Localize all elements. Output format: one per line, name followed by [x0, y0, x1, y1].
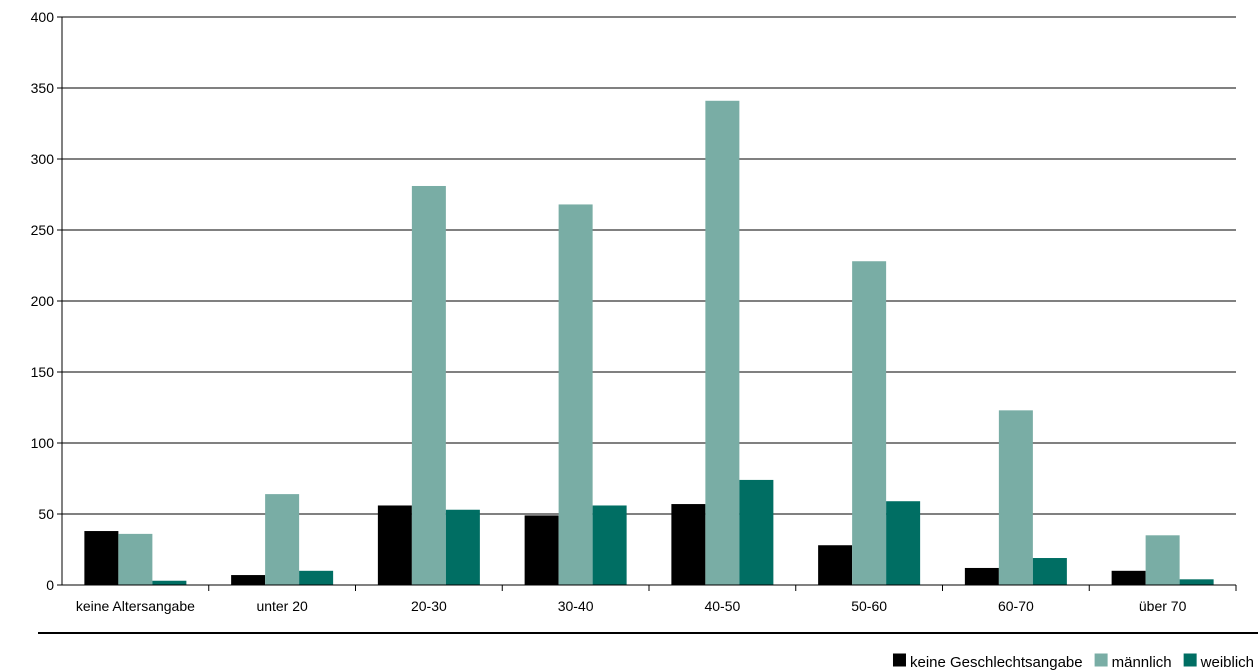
- legend-item: weiblich: [1183, 653, 1254, 671]
- bar: [705, 100, 740, 585]
- legend-swatch: [892, 653, 906, 667]
- bar: [1145, 535, 1180, 585]
- bars: [84, 100, 1214, 586]
- x-tick-label: unter 20: [256, 598, 308, 614]
- bar: [998, 410, 1033, 585]
- bar: [852, 261, 887, 585]
- y-tick-label: 300: [31, 151, 55, 167]
- bar: [231, 575, 266, 585]
- legend-swatch: [1094, 653, 1108, 667]
- x-tick-label: 60-70: [998, 598, 1034, 614]
- legend: keine Geschlechtsangabe männlich weiblich: [892, 653, 1254, 671]
- bar: [592, 505, 627, 585]
- legend-item: männlich: [1094, 653, 1172, 671]
- legend-label: männlich: [1112, 654, 1172, 671]
- bar: [886, 501, 921, 585]
- y-tick-label: 250: [31, 222, 55, 238]
- x-tick-label: 30-40: [558, 598, 594, 614]
- bar: [671, 504, 706, 585]
- legend-label: weiblich: [1200, 654, 1254, 671]
- y-tick-label: 200: [31, 293, 55, 309]
- axes: 0 50 100 150 200 250 300 350 400 keine Altersanga…: [31, 9, 1258, 634]
- bar: [739, 479, 774, 585]
- x-tick-label: 20-30: [411, 598, 447, 614]
- bar: [1111, 570, 1146, 585]
- bar: [558, 204, 593, 585]
- bar: [1179, 579, 1214, 585]
- bar: [118, 533, 153, 585]
- x-tick-label: über 70: [1139, 598, 1187, 614]
- legend-label: keine Geschlechtsangabe: [910, 654, 1083, 671]
- bar: [84, 531, 119, 585]
- bar: [152, 580, 187, 585]
- x-tick-label: 50-60: [851, 598, 887, 614]
- y-tick-label: 350: [31, 80, 55, 96]
- bar: [818, 545, 853, 585]
- y-tick-label: 100: [31, 435, 55, 451]
- legend-item: keine Geschlechtsangabe: [892, 653, 1083, 671]
- bar: [1032, 558, 1067, 585]
- x-tick-label: keine Altersangabe: [76, 598, 195, 614]
- bar: [265, 494, 300, 585]
- y-tick-label: 50: [38, 506, 54, 522]
- bar: [524, 515, 559, 585]
- legend-swatch: [1183, 653, 1197, 667]
- bar: [411, 185, 446, 586]
- bar: [377, 505, 412, 585]
- bar: [445, 509, 480, 585]
- bar: [299, 570, 334, 585]
- bar: [964, 567, 999, 585]
- y-tick-label: 0: [46, 577, 54, 593]
- y-tick-label: 150: [31, 364, 55, 380]
- y-tick-label: 400: [31, 9, 55, 25]
- x-tick-label: 40-50: [704, 598, 740, 614]
- gridlines: [62, 16, 1236, 515]
